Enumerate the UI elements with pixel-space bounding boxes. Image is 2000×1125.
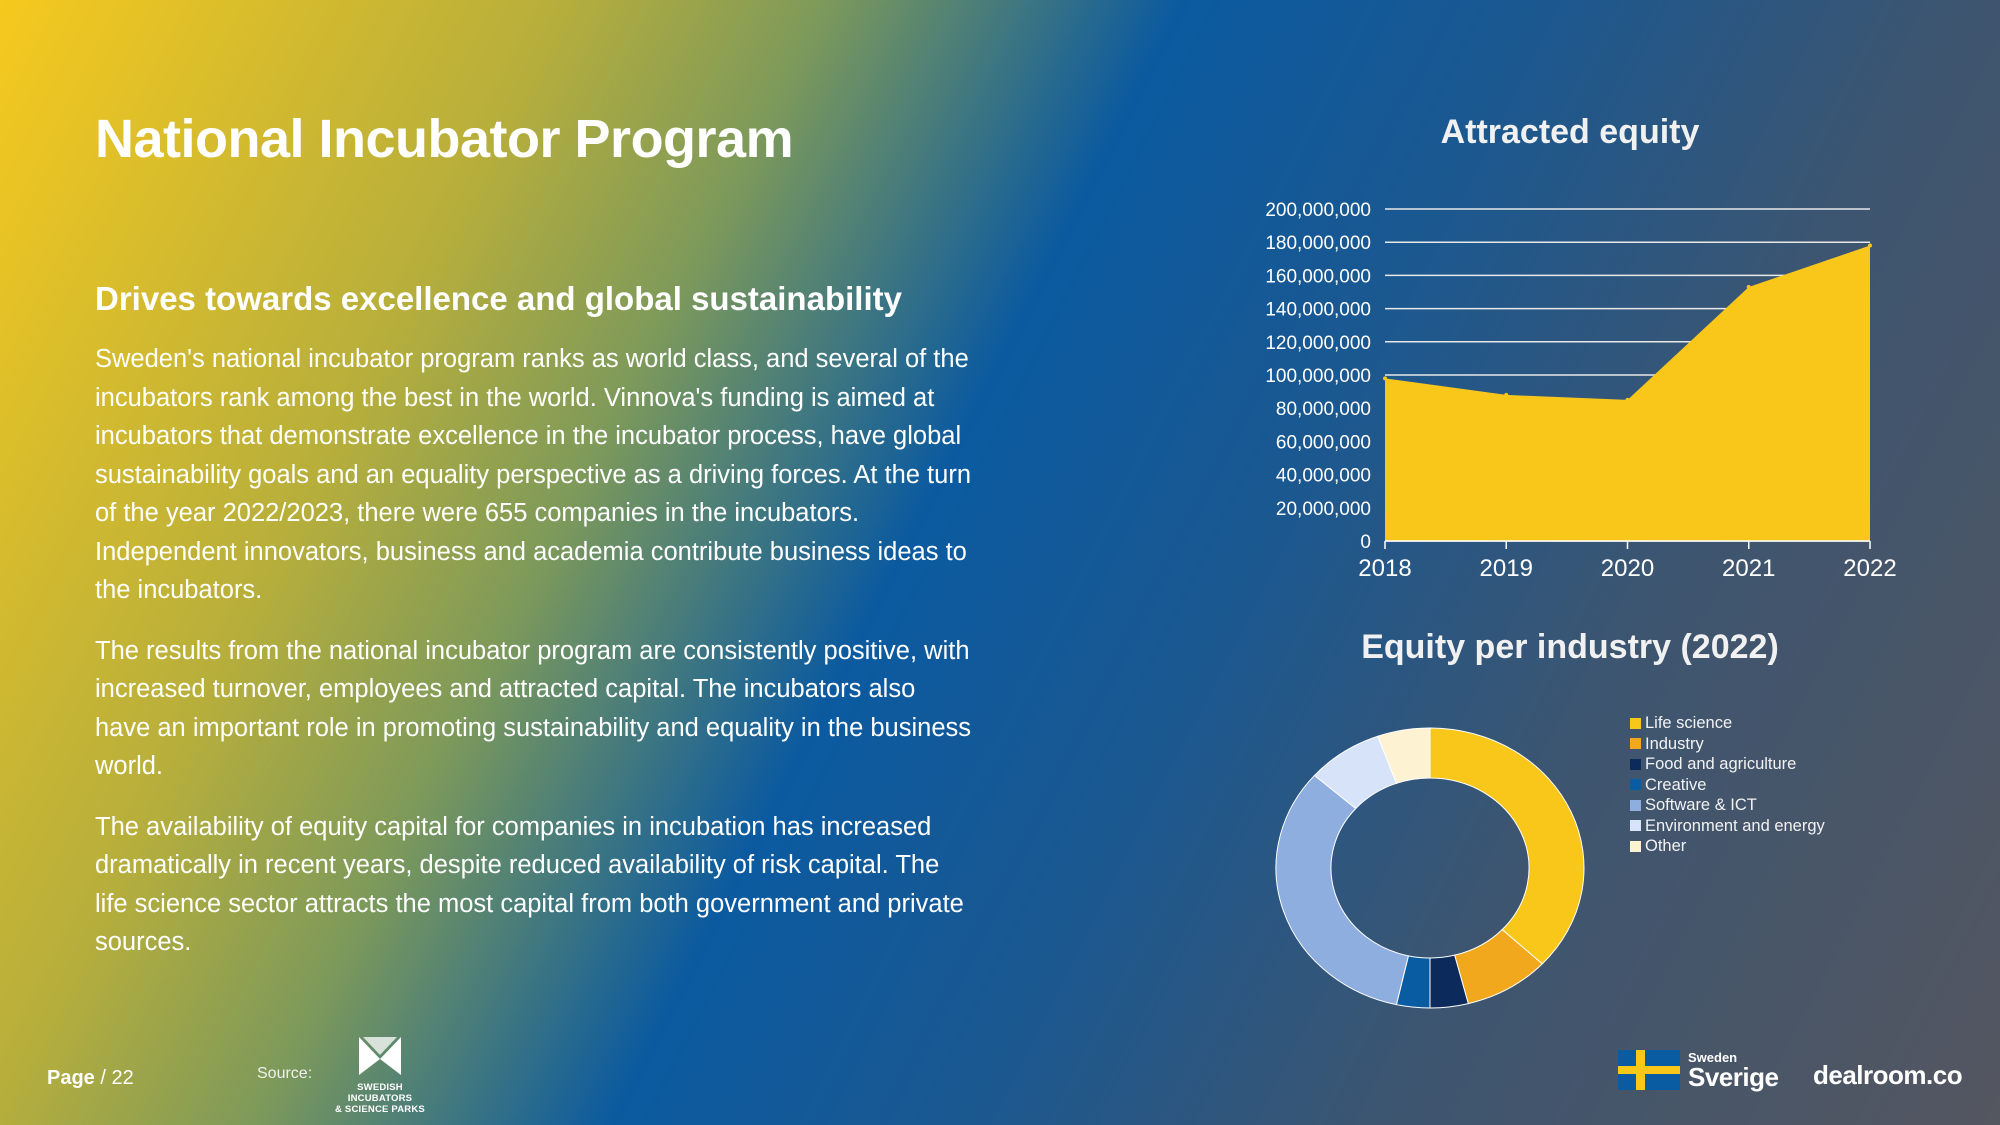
sverige-big-text: Sverige: [1688, 1062, 1779, 1092]
legend-swatch: [1630, 779, 1641, 791]
legend-swatch: [1630, 799, 1641, 811]
legend-swatch: [1630, 717, 1641, 729]
paragraph-2: The results from the national incubator …: [95, 636, 972, 781]
body-text: Sweden's national incubator program rank…: [95, 340, 975, 984]
x-tick-label: 2018: [1358, 555, 1411, 582]
sverige-wordmark: Sweden Sverige: [1688, 1050, 1779, 1092]
page-label: Page: [47, 1067, 95, 1089]
data-point-2022: [1868, 243, 1872, 248]
sverige-small-text: Sweden: [1688, 1050, 1738, 1065]
legend-label: Environment and energy: [1645, 816, 1825, 835]
source-label: Source:: [257, 1065, 313, 1082]
swedish-flag-icon: [1618, 1050, 1680, 1090]
y-tick-label: 140,000,000: [1265, 300, 1371, 321]
area-series: [1385, 245, 1870, 541]
legend-item: Life science: [1630, 713, 1825, 734]
legend-label: Industry: [1645, 734, 1704, 753]
legend-label: Software & ICT: [1645, 796, 1757, 814]
y-tick-label: 60,000,000: [1276, 432, 1371, 453]
legend-item: Industry: [1630, 734, 1825, 755]
legend-label: Food and agriculture: [1645, 755, 1797, 773]
data-point-2018: [1383, 376, 1387, 381]
data-point-2021: [1746, 285, 1751, 290]
legend-label: Life science: [1645, 714, 1733, 732]
legend-item: Creative: [1630, 775, 1825, 796]
legend-swatch: [1630, 738, 1641, 750]
slice-other: [1377, 727, 1431, 784]
legend-item: Food and agriculture: [1630, 754, 1825, 775]
legend-label: Other: [1645, 837, 1687, 855]
sverige-logo: Sweden Sverige: [1618, 1050, 1779, 1092]
legend-item: Software & ICT: [1630, 795, 1825, 816]
legend-item: Other: [1630, 836, 1825, 857]
sisp-line-2: & SCIENCE PARKS: [335, 1104, 425, 1115]
x-tick-label: 2019: [1480, 555, 1533, 582]
data-point-2019: [1504, 392, 1509, 397]
legend-label: Creative: [1645, 775, 1707, 794]
y-tick-label: 100,000,000: [1265, 366, 1371, 387]
attracted-equity-chart: 0 20,000,000 40,000,000 60,000,000 80,000,00…: [1265, 200, 1896, 582]
legend-swatch: [1630, 758, 1641, 770]
y-tick-label: 200,000,000: [1265, 200, 1371, 221]
y-tick-label: 20,000,000: [1276, 499, 1371, 520]
dealroom-logo: dealroom.co: [1813, 1060, 1963, 1090]
paragraph-3: The availability of equity capital for c…: [95, 812, 964, 957]
paragraph-1: Sweden's national incubator program rank…: [95, 345, 972, 604]
area-chart-title: Attracted equity: [1440, 113, 1700, 151]
section-subtitle: Drives towards excellence and global sus…: [95, 280, 902, 317]
y-tick-label: 120,000,000: [1265, 333, 1371, 354]
page-number: Page / 22: [47, 1067, 134, 1090]
y-tick-label: 180,000,000: [1265, 233, 1371, 254]
data-point-2020: [1625, 397, 1630, 402]
slice-life-science: [1429, 727, 1585, 965]
y-tick-label: 160,000,000: [1265, 266, 1371, 287]
sisp-logo-icon: [359, 1037, 401, 1075]
y-tick-label: 0: [1360, 532, 1371, 553]
equity-per-industry-chart: [1275, 727, 1585, 1009]
donut-legend: Life science Industry Food and agriculture…: [1630, 713, 1825, 857]
x-tick-label: 2021: [1722, 555, 1775, 582]
y-tick-label: 80,000,000: [1276, 399, 1371, 420]
sisp-logo: SWEDISH INCUBATORS & SCIENCE PARKS: [325, 1035, 435, 1115]
legend-item: Environment and energy: [1630, 816, 1825, 837]
legend-swatch: [1630, 840, 1641, 852]
y-tick-label: 40,000,000: [1276, 466, 1371, 487]
x-tick-label: 2022: [1843, 555, 1896, 582]
slice-software-ict: [1275, 774, 1410, 1006]
page-title: National Incubator Program: [95, 109, 794, 169]
x-tick-label: 2020: [1601, 555, 1654, 582]
legend-swatch: [1630, 820, 1641, 832]
donut-chart-title: Equity per industry (2022): [1361, 628, 1779, 666]
sisp-line-1: SWEDISH INCUBATORS: [347, 1082, 413, 1104]
page-total: / 22: [100, 1067, 134, 1089]
